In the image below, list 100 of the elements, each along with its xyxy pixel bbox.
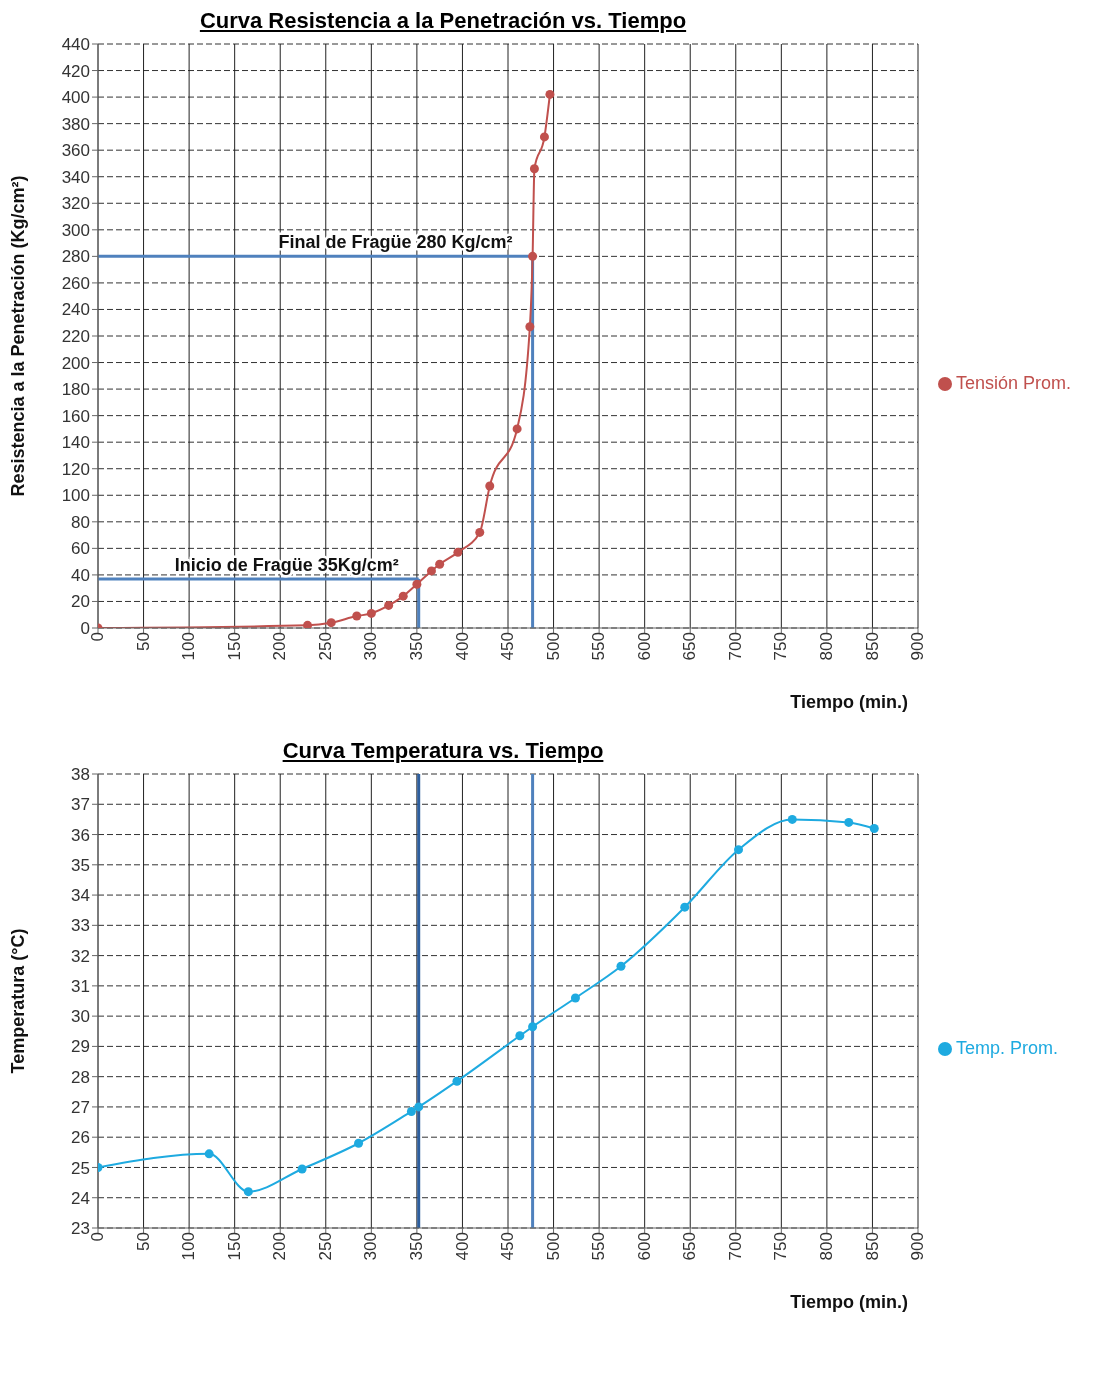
x-tick-label: 50	[133, 1232, 153, 1251]
x-axis-title: Tiempo (min.)	[790, 692, 908, 712]
y-tick-label: 280	[61, 247, 90, 267]
point	[528, 1022, 538, 1032]
y-tick-label: 60	[71, 539, 90, 559]
point	[412, 579, 422, 589]
y-tick-label: 27	[71, 1097, 90, 1117]
x-tick-label: 750	[771, 632, 791, 661]
y-tick-label: 420	[61, 61, 90, 81]
x-tick-label: 150	[224, 632, 244, 661]
point	[570, 993, 580, 1003]
point	[414, 1102, 424, 1112]
x-tick-label: 400	[452, 1232, 472, 1261]
y-tick-label: 300	[61, 220, 90, 240]
y-tick-label: 220	[61, 327, 90, 347]
y-tick-label: 32	[71, 946, 90, 966]
x-tick-label: 600	[634, 1232, 654, 1261]
y-tick-label: 20	[71, 592, 90, 612]
x-tick-label: 200	[270, 632, 290, 661]
x-tick-label: 350	[406, 1232, 426, 1261]
x-tick-label: 650	[680, 632, 700, 661]
y-tick-label: 180	[61, 380, 90, 400]
point	[869, 823, 879, 833]
point	[243, 1187, 253, 1197]
x-tick-label: 450	[498, 1232, 518, 1261]
x-tick-label: 800	[816, 632, 836, 661]
x-tick-label: 700	[725, 632, 745, 661]
x-tick-label: 100	[179, 1232, 199, 1261]
point	[384, 600, 394, 610]
y-tick-label: 40	[71, 565, 90, 585]
point	[545, 89, 555, 99]
x-tick-label: 300	[361, 1232, 381, 1261]
y-tick-label: 25	[71, 1158, 90, 1178]
y-tick-label: 30	[71, 1007, 90, 1027]
y-tick-label: 260	[61, 273, 90, 293]
y-tick-label: 400	[61, 88, 90, 108]
y-tick-label: 380	[61, 114, 90, 134]
x-tick-label: 550	[589, 632, 609, 661]
x-axis-title: Tiempo (min.)	[790, 1292, 908, 1312]
y-tick-label: 33	[71, 916, 90, 936]
point	[426, 566, 436, 576]
chart-title: Curva Resistencia a la Penetración vs. Tiempo	[199, 8, 687, 33]
legend-label: Temp. Prom.	[956, 1037, 1059, 1058]
point	[452, 1076, 462, 1086]
x-tick-label: 650	[680, 1232, 700, 1261]
y-tick-label: 360	[61, 141, 90, 161]
point	[366, 608, 376, 618]
point	[525, 322, 535, 332]
point	[515, 1031, 525, 1041]
x-tick-label: 350	[406, 632, 426, 661]
y-tick-label: 28	[71, 1067, 90, 1087]
point	[616, 961, 626, 971]
point	[844, 817, 854, 827]
point	[485, 481, 495, 491]
x-tick-label: 900	[908, 1232, 928, 1261]
x-tick-label: 50	[133, 632, 153, 651]
y-tick-label: 34	[71, 886, 90, 906]
point	[734, 845, 744, 855]
y-tick-label: 24	[71, 1188, 90, 1208]
y-tick-label: 31	[71, 976, 90, 996]
x-tick-label: 400	[452, 632, 472, 661]
point	[539, 132, 549, 142]
point	[512, 424, 522, 434]
y-tick-label: 200	[61, 353, 90, 373]
point	[297, 1164, 307, 1174]
y-tick-label: 140	[61, 433, 90, 453]
x-tick-label: 900	[908, 632, 928, 661]
y-tick-label: 160	[61, 406, 90, 426]
y-tick-label: 100	[61, 486, 90, 506]
x-tick-label: 700	[725, 1232, 745, 1261]
point	[680, 902, 690, 912]
legend-label: Tensión Prom.	[956, 372, 1072, 393]
point	[326, 618, 336, 628]
x-tick-label: 750	[771, 1232, 791, 1261]
x-tick-label: 500	[543, 1232, 563, 1261]
y-tick-label: 35	[71, 855, 90, 875]
point	[352, 611, 362, 621]
x-tick-label: 800	[816, 1232, 836, 1261]
x-tick-label: 250	[315, 632, 335, 661]
y-tick-label: 23	[71, 1219, 90, 1239]
point	[303, 620, 313, 628]
y-tick-label: 36	[71, 825, 90, 845]
point	[528, 251, 538, 261]
y-tick-label: 26	[71, 1128, 90, 1148]
x-tick-label: 300	[361, 632, 381, 661]
x-tick-label: 250	[315, 1232, 335, 1261]
x-tick-label: 150	[224, 1232, 244, 1261]
point	[453, 547, 463, 557]
x-tick-label: 100	[179, 632, 199, 661]
y-tick-label: 80	[71, 512, 90, 532]
point	[204, 1149, 214, 1159]
x-tick-label: 600	[634, 632, 654, 661]
y-tick-label: 29	[71, 1037, 90, 1057]
point	[406, 1106, 416, 1116]
x-tick-label: 550	[589, 1232, 609, 1261]
chart-title: Curva Temperatura vs. Tiempo	[282, 738, 604, 763]
point	[529, 164, 539, 174]
y-tick-label: 340	[61, 167, 90, 187]
x-tick-label: 450	[498, 632, 518, 661]
point	[787, 814, 797, 824]
